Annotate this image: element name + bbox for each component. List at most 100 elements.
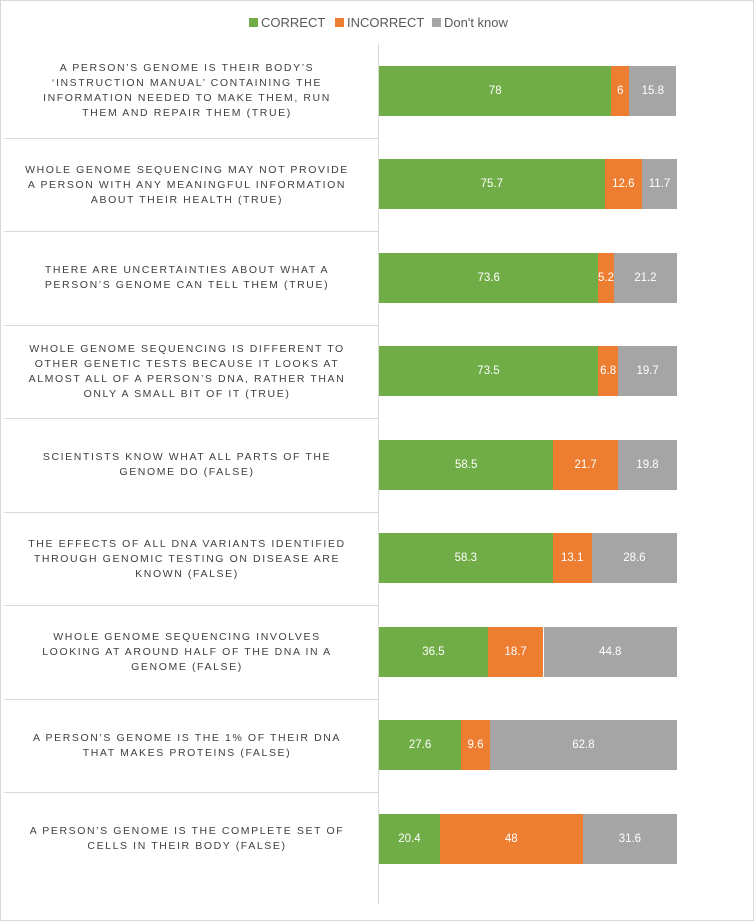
bar-incorrect-1: 6: [611, 65, 630, 116]
category-label-line: THAT MAKES PROTEINS (FALSE): [82, 747, 292, 759]
category-label-3: THERE ARE UNCERTAINTIES ABOUT WHAT A PERS…: [4, 231, 370, 325]
legend-swatch-incorrect: [335, 17, 344, 27]
data-label-dont-know-5: 19.8: [636, 458, 659, 471]
row-separator: [4, 792, 378, 793]
bar-incorrect-4: 6.8: [598, 346, 619, 397]
category-label-text: A PERSON’S GENOME IS THE COMPLETE SET OF…: [30, 824, 345, 854]
category-label-line: INFORMATION NEEDED TO MAKE THEM, RUN: [43, 92, 331, 104]
row-separator: [4, 418, 378, 419]
category-label-line: SCIENTISTS KNOW WHAT ALL PARTS OF THE: [42, 451, 332, 463]
data-label-incorrect-1: 6: [617, 84, 624, 97]
bar-correct-2: 75.7: [379, 159, 605, 210]
category-label-1: A PERSON’S GENOME IS THEIR BODY’S ‘INSTRU…: [4, 44, 370, 138]
data-label-correct-1: 78: [488, 84, 502, 97]
category-label-line: WHOLE GENOME SEQUENCING INVOLVES: [53, 630, 321, 643]
category-label-line: WHOLE GENOME SEQUENCING MAY NOT PROVIDE: [25, 163, 349, 176]
data-label-incorrect-8: 9.6: [467, 739, 484, 752]
bar-correct-8: 27.6: [379, 720, 462, 771]
category-label-line: LOOKING AT AROUND HALF OF THE DNA IN A: [42, 645, 332, 658]
legend-label-dont-know: Don't know: [444, 14, 508, 30]
bar-incorrect-8: 9.6: [461, 720, 490, 771]
row-separator: [4, 512, 378, 513]
category-label-line: WHOLE GENOME SEQUENCING IS DIFFERENT TO: [29, 343, 345, 355]
category-label-line: ALMOST ALL OF A PERSON’S DNA, RATHER THA…: [28, 373, 346, 385]
bar-correct-5: 58.5: [379, 439, 554, 490]
bar-dont-know-7: 44.8: [543, 626, 677, 677]
data-label-dont-know-7: 44.8: [599, 645, 622, 658]
data-label-incorrect-9: 48: [504, 832, 518, 845]
data-label-incorrect-5: 21.7: [574, 458, 597, 471]
category-label-line: THEM AND REPAIR THEM (TRUE): [82, 107, 292, 119]
category-label-text: SCIENTISTS KNOW WHAT ALL PARTS OF THE GEN…: [43, 450, 331, 480]
data-label-correct-5: 58.5: [454, 458, 478, 471]
data-label-dont-know-6: 28.6: [623, 552, 646, 565]
bar-incorrect-9: 48: [439, 813, 583, 864]
row-separator: [4, 325, 378, 326]
data-label-incorrect-3: 5.2: [598, 271, 614, 284]
category-label-line: ONLY A SMALL BIT OF IT (TRUE): [83, 388, 291, 400]
category-label-line: A PERSON’S GENOME IS THEIR BODY’S: [59, 62, 315, 74]
category-label-7: WHOLE GENOME SEQUENCING INVOLVES LOOKING …: [4, 605, 370, 699]
category-label-text: WHOLE GENOME SEQUENCING INVOLVES LOOKING …: [42, 630, 332, 675]
legend: CORRECT INCORRECT Don't know: [0, 13, 754, 33]
legend-item-correct: CORRECT: [249, 13, 325, 31]
bar-correct-3: 73.6: [379, 252, 599, 303]
data-label-correct-2: 75.7: [480, 178, 503, 191]
bar-incorrect-7: 18.7: [487, 626, 544, 677]
legend-swatch-dont-know: [432, 17, 441, 27]
category-label-text: WHOLE GENOME SEQUENCING MAY NOT PROVIDE A…: [25, 163, 349, 208]
category-label-text: THERE ARE UNCERTAINTIES ABOUT WHAT A PERS…: [45, 263, 329, 293]
data-label-incorrect-7: 18.7: [504, 645, 527, 658]
category-label-text: THE EFFECTS OF ALL DNA VARIANTS IDENTIFI…: [28, 537, 346, 582]
data-label-dont-know-4: 19.7: [636, 365, 659, 378]
category-label-line: OTHER GENETIC TESTS BECAUSE IT LOOKS AT: [34, 358, 340, 370]
row-separator: [4, 699, 378, 700]
category-label-4: WHOLE GENOME SEQUENCING IS DIFFERENT TO O…: [4, 325, 370, 419]
category-label-line: A PERSON WITH ANY MEANINGFUL INFORMATION: [27, 178, 347, 191]
category-label-line: A PERSON’S GENOME IS THE 1% OF THEIR DNA: [32, 732, 342, 744]
bar-correct-1: 78: [379, 65, 612, 116]
data-label-correct-6: 58.3: [454, 552, 478, 565]
category-label-6: THE EFFECTS OF ALL DNA VARIANTS IDENTIFI…: [4, 512, 370, 606]
row-separator: [4, 231, 378, 232]
category-label-line: PERSON’S GENOME CAN TELL THEM (TRUE): [44, 279, 330, 291]
data-label-incorrect-2: 12.6: [612, 178, 635, 191]
category-label-line: KNOWN (FALSE): [135, 567, 239, 580]
bar-correct-6: 58.3: [379, 533, 553, 584]
category-label-5: SCIENTISTS KNOW WHAT ALL PARTS OF THE GEN…: [4, 418, 370, 512]
bar-incorrect-2: 12.6: [604, 159, 643, 210]
bar-dont-know-4: 19.7: [618, 346, 677, 397]
data-label-dont-know-9: 31.6: [618, 832, 642, 845]
category-label-text: A PERSON’S GENOME IS THEIR BODY’S ‘INSTRU…: [43, 61, 331, 121]
data-label-correct-9: 20.4: [398, 832, 421, 845]
category-label-line: GENOME (FALSE): [131, 660, 243, 673]
bar-incorrect-5: 21.7: [553, 439, 618, 490]
data-label-dont-know-1: 15.8: [641, 84, 665, 97]
bar-dont-know-2: 11.7: [642, 159, 677, 210]
category-label-text: A PERSON’S GENOME IS THE 1% OF THEIR DNA…: [33, 731, 341, 761]
row-separator: [4, 138, 378, 139]
bar-dont-know-1: 15.8: [629, 65, 677, 116]
category-label-9: A PERSON’S GENOME IS THE COMPLETE SET OF…: [4, 792, 370, 886]
bar-correct-7: 36.5: [379, 626, 488, 677]
data-label-dont-know-3: 21.2: [634, 271, 657, 284]
legend-swatch-correct: [249, 17, 258, 27]
bar-dont-know-3: 21.2: [613, 252, 677, 303]
bar-dont-know-6: 28.6: [591, 533, 677, 584]
bar-dont-know-5: 19.8: [618, 439, 677, 490]
data-label-incorrect-4: 6.8: [600, 365, 617, 378]
data-label-dont-know-8: 62.8: [572, 739, 595, 752]
category-label-text: WHOLE GENOME SEQUENCING IS DIFFERENT TO O…: [29, 342, 346, 402]
category-label-2: WHOLE GENOME SEQUENCING MAY NOT PROVIDE A…: [4, 138, 370, 232]
legend-item-dont-know: Don't know: [432, 13, 508, 31]
legend-item-incorrect: INCORRECT: [335, 13, 424, 31]
category-label-line: THERE ARE UNCERTAINTIES ABOUT WHAT A: [44, 264, 330, 276]
data-label-incorrect-6: 13.1: [560, 552, 584, 565]
row-separator: [4, 605, 378, 606]
bar-dont-know-8: 62.8: [489, 720, 677, 771]
category-axis-line: [378, 44, 379, 904]
data-label-correct-7: 36.5: [422, 645, 445, 658]
legend-label-correct: CORRECT: [261, 14, 326, 30]
category-label-line: GENOME DO (FALSE): [119, 466, 255, 478]
